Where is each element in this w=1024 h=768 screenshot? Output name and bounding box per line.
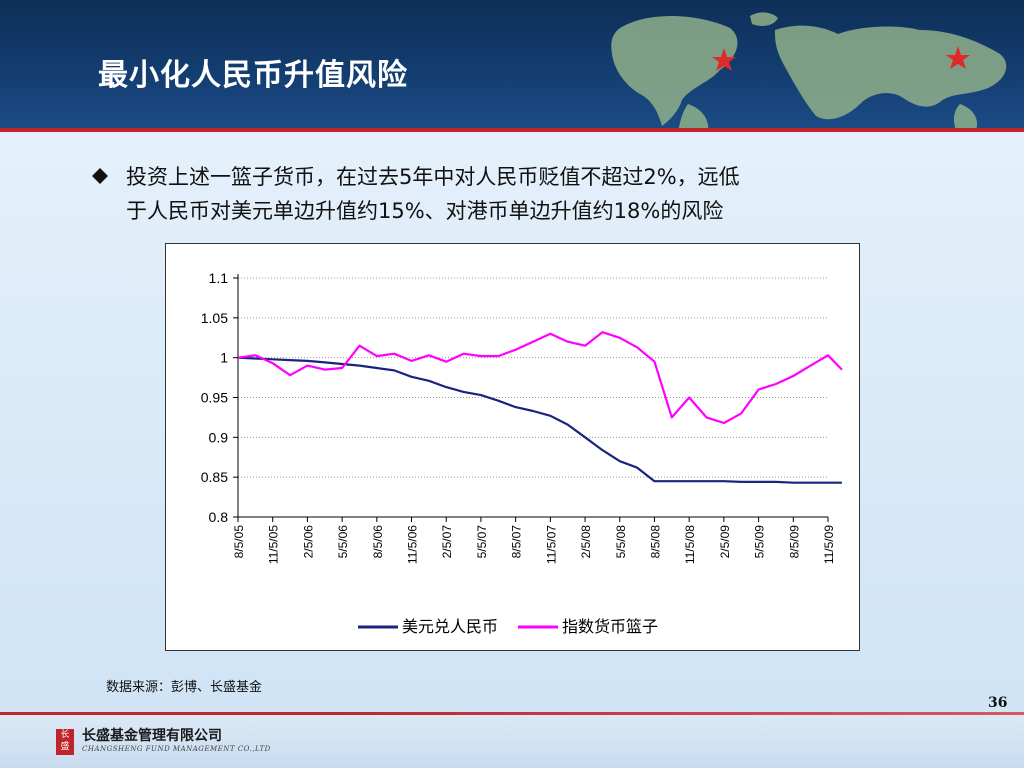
header-divider [0,128,1024,132]
legend-label: 美元兑人民币 [402,617,498,636]
page-title: 最小化人民币升值风险 [98,58,408,93]
y-tick-label: 0.9 [209,429,229,445]
x-tick-label: 5/5/08 [614,525,628,559]
x-tick-label: 11/5/06 [406,525,420,564]
series-line [237,356,842,484]
chart-canvas: 1.1 1.05 1 0.95 0.9 0.85 0.88/5/05 11/5/05 2/5/0… [201,270,843,636]
x-tick-label: 2/5/06 [301,525,315,559]
y-tick-label: 1.05 [201,310,228,326]
x-tick-label: 8/5/07 [510,525,524,559]
header-banner [0,0,1024,132]
data-source-note: 数据来源：彭博、长盛基金 [106,680,263,695]
bullet-text: 投资上述一篮子货币，在过去5年中对人民币贬值不超过2%，远低 于人民币对美元单边… [126,160,946,228]
series-line [237,331,843,425]
x-tick-label: 8/5/08 [648,525,662,559]
line-chart: 1.1 1.05 1 0.95 0.9 0.85 0.8 8/5/05 11/5/05 2/5/0… [165,243,860,651]
x-tick-label: 11/5/05 [267,525,281,564]
x-tick-label: 8/5/06 [371,525,385,559]
bullet-line: 于人民币对美元单边升值约15%、对港币单边升值约18%的风险 [126,199,724,223]
x-tick-label: 2/5/08 [579,525,593,559]
y-tick-label: 1.1 [209,270,229,286]
diamond-bullet-icon [92,168,108,184]
company-logo: 长盛 [56,729,74,755]
page-number: 36 [988,695,1008,711]
y-tick-label: 1 [220,350,228,366]
red-star-icon [712,48,736,71]
footer: 长盛 长盛基金管理有限公司 CHANGSHENG FUND MANAGEMENT… [0,715,1024,768]
x-tick-label: 11/5/09 [822,525,836,564]
x-tick-label: 5/5/07 [475,525,489,559]
x-tick-label: 8/5/09 [787,525,801,559]
company-name-english: CHANGSHENG FUND MANAGEMENT CO.,LTD [82,745,271,753]
red-star-icon [946,46,970,69]
legend-label: 指数货币篮子 [562,617,658,636]
y-tick-label: 0.95 [201,390,228,406]
x-tick-label: 8/5/05 [232,525,246,559]
x-tick-label: 2/5/07 [440,525,454,559]
x-tick-label: 11/5/08 [683,525,697,564]
company-name: 长盛基金管理有限公司 [82,728,222,744]
x-tick-label: 5/5/09 [753,525,767,559]
x-tick-label: 5/5/06 [336,525,350,559]
bullet-line: 投资上述一篮子货币，在过去5年中对人民币贬值不超过2%，远低 [126,165,740,189]
world-map-image [611,12,1007,132]
x-tick-label: 11/5/07 [544,525,558,564]
y-tick-label: 0.85 [201,469,228,485]
y-tick-label: 0.8 [209,509,229,525]
x-tick-label: 2/5/09 [718,525,732,559]
footer-divider [0,712,1024,715]
